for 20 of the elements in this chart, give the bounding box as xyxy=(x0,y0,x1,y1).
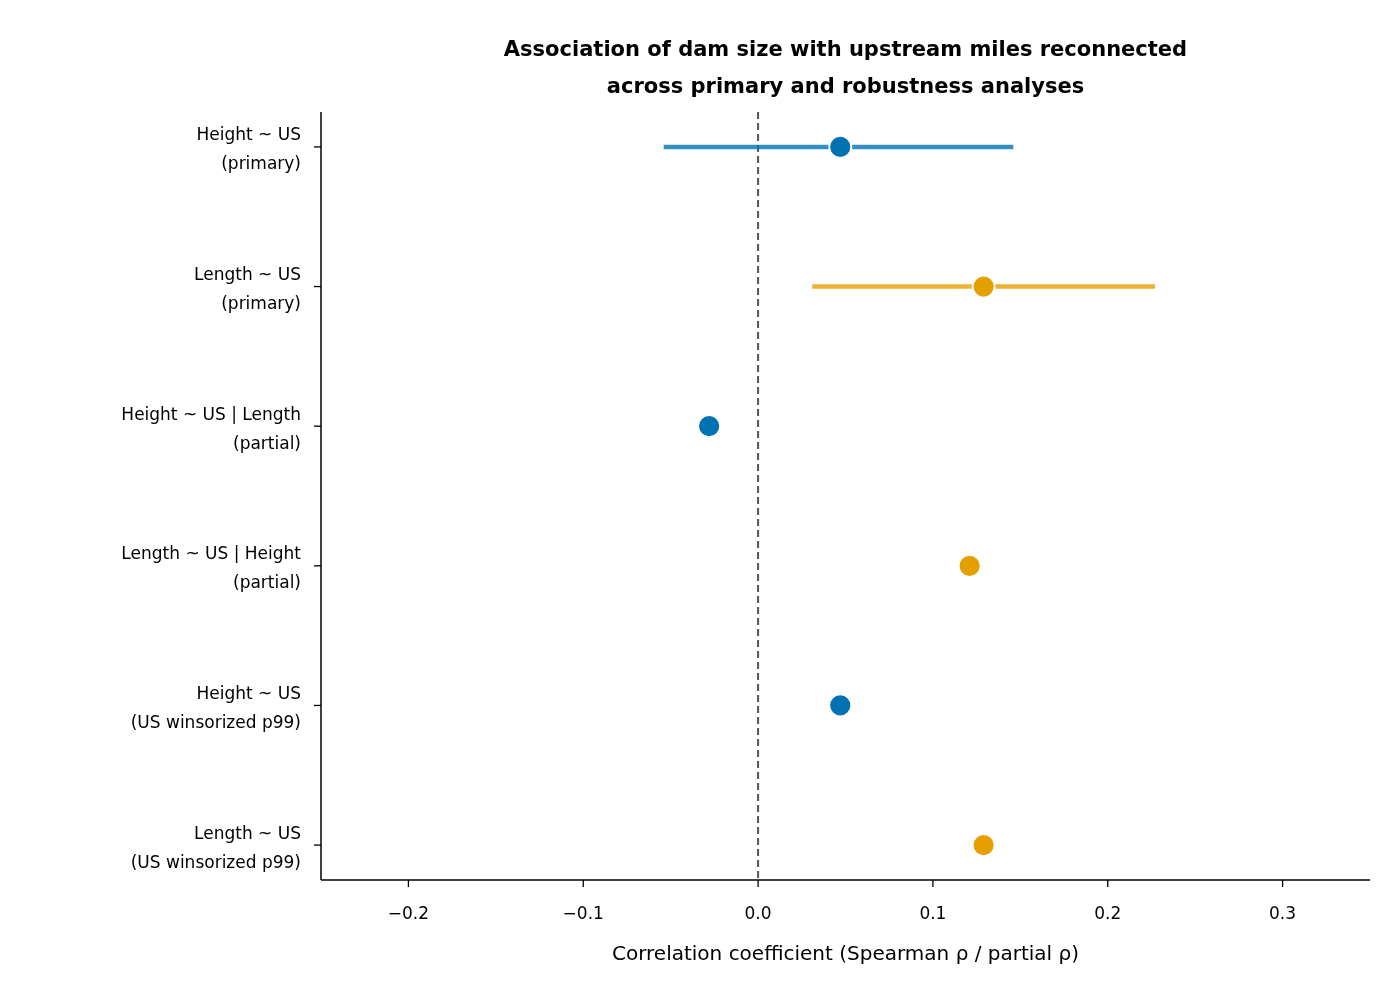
point xyxy=(971,274,996,299)
point xyxy=(957,553,982,578)
y-tick-label: Height ~ US (US winsorized p99) xyxy=(130,682,301,732)
y-tick-label: Length ~ US | Height (partial) xyxy=(121,543,302,593)
x-tick-label: 0.1 xyxy=(919,903,947,923)
y-tick-label: Length ~ US (US winsorized p99) xyxy=(130,822,301,872)
x-tick-label: 0.0 xyxy=(744,903,772,923)
y-tick-label: Height ~ US (primary) xyxy=(196,124,301,174)
x-axis-title: Correlation coefficient (Spearman ρ / partial ρ) xyxy=(611,941,1080,965)
x-tick-label: −0.1 xyxy=(562,903,604,923)
x-tick-label: 0.2 xyxy=(1094,903,1122,923)
y-tick-label: Height ~ US | Length (partial) xyxy=(121,403,301,453)
x-tick-label: −0.2 xyxy=(387,903,430,923)
point xyxy=(697,414,722,439)
x-tick-label: 0.3 xyxy=(1269,903,1297,923)
point xyxy=(971,833,996,857)
point xyxy=(828,135,853,159)
chart-title: Association of dam size with upstream miles reconnected across primary and robustness analyses xyxy=(503,36,1188,98)
point xyxy=(828,693,853,718)
y-tick-label: Length ~ US (primary) xyxy=(194,264,301,314)
